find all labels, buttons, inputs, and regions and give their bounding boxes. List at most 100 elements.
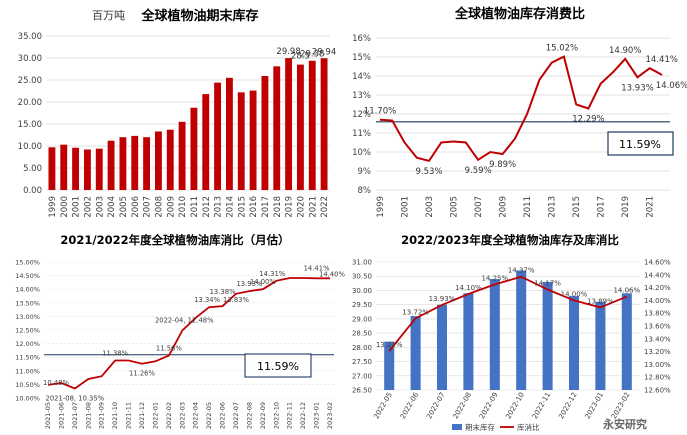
chart1-bar — [95, 148, 103, 190]
chart3-x-tick-label: 2022-10 — [272, 402, 280, 429]
chart2-x-tick-label: 2021 — [646, 196, 656, 218]
chart3-data-label: 11.26% — [129, 370, 155, 378]
chart2-x-tick-label: 2013 — [548, 196, 558, 218]
chart3-data-label: 13.83% — [223, 296, 249, 304]
unit-label: 百万吨 — [92, 9, 125, 22]
chart4-bar — [463, 293, 474, 390]
chart1-x-tick-label: 1999 — [48, 196, 58, 218]
chart2-y-tick-label: 10% — [352, 148, 371, 158]
chart1-x-tick-label: 2010 — [178, 196, 188, 218]
chart3-x-tick-label: 2022-02 — [165, 402, 173, 429]
chart2-data-label: 9.53% — [416, 167, 443, 177]
chart1-x-tick-label: 2022 — [320, 196, 330, 218]
chart4-y2-tick-label: 12.80% — [644, 374, 671, 382]
chart1-bar — [83, 149, 91, 190]
chart1-y-tick-label: 15.00 — [18, 120, 42, 130]
chart4-y2-tick-label: 13.40% — [644, 335, 671, 343]
chart3-data-label: 13.93% — [236, 280, 262, 288]
chart4-y2-tick-label: 14.00% — [644, 297, 671, 305]
chart3-x-tick-label: 2022-11 — [286, 402, 294, 429]
chart1-x-tick-label: 2009 — [166, 196, 176, 218]
chart4-x-tick-label: 2022-08 — [452, 391, 474, 420]
chart2-data-label: 11.70% — [364, 107, 396, 117]
chart4-y2-tick-label: 14.60% — [644, 259, 671, 267]
chart4-data-label: 13.93% — [429, 295, 456, 303]
chart2-x-tick-label: 2015 — [572, 196, 582, 218]
chart4-x-tick-label: 2022-11 — [531, 391, 553, 420]
chart2-x-tick-label: 2011 — [523, 196, 533, 218]
chart4-bar — [384, 341, 395, 390]
chart1-bar — [166, 129, 174, 190]
chart1-data-label: 29.94 — [312, 47, 336, 57]
chart3-x-tick-label: 2022-12 — [299, 402, 307, 429]
chart2-data-label: 15.02% — [546, 44, 578, 54]
chart4-y-tick-label: 31.00 — [352, 259, 372, 267]
chart4-bar — [568, 296, 580, 390]
chart3-data-label: 13.38% — [210, 288, 236, 296]
chart1-x-tick-label: 2004 — [107, 196, 117, 218]
chart1-bar — [131, 135, 139, 190]
chart3-x-tick-label: 2022-04 — [192, 402, 200, 429]
chart2-x-tick-label: 2007 — [474, 196, 484, 218]
chart2-y-tick-label: 8% — [358, 186, 372, 196]
chart3-data-label: 14.41% — [304, 264, 330, 272]
chart4-y-tick-label: 30.00 — [352, 287, 372, 295]
chart4-y2-tick-label: 13.20% — [644, 348, 671, 356]
chart4-data-label: 14.17% — [534, 280, 561, 288]
chart4-data-label: 14.37% — [508, 267, 535, 275]
chart1-bar — [178, 121, 186, 190]
chart3-data-label: 11.38% — [102, 349, 128, 357]
chart3-x-tick-label: 2023-01 — [313, 402, 321, 429]
chart1-x-tick-label: 2014 — [225, 196, 235, 218]
chart2-callout-text: 11.59% — [619, 138, 661, 151]
chart1-bar — [72, 147, 80, 190]
chart2-data-label: 9.59% — [465, 166, 492, 176]
chart1-y-tick-label: 35.00 — [18, 32, 42, 42]
chart3-callout-box — [244, 353, 312, 378]
chart4-data-label: 13.89% — [587, 297, 614, 305]
chart1-x-tick-label: 2003 — [95, 196, 105, 218]
chart4-data-label: 13.21% — [376, 341, 403, 349]
chart1-y-tick-label: 30.00 — [18, 54, 42, 64]
chart4-y2-tick-label: 13.00% — [644, 361, 671, 369]
chart3-x-tick-label: 2023-02 — [326, 402, 334, 429]
chart2-data-label: 14.41% — [646, 55, 678, 65]
chart2-y-tick-label: 11% — [352, 129, 371, 139]
chart3-data-label: 14.40% — [319, 270, 345, 278]
chart4-series-line — [388, 275, 628, 352]
chart1-bar — [273, 66, 281, 190]
chart2-x-tick-label: 2005 — [450, 196, 460, 218]
watermark-text: 永安研究 — [602, 417, 647, 431]
chart3-x-tick-label: 2021-07 — [71, 402, 79, 429]
chart2-y-tick-label: 15% — [352, 53, 371, 63]
chart1-y-tick-label: 10.00 — [18, 142, 42, 152]
chart2-y-tick-label: 12% — [352, 110, 371, 120]
chart1-bar — [320, 58, 328, 190]
chart4-x-tick-label: 2022-10 — [504, 391, 526, 420]
chart1-bar — [143, 137, 151, 190]
chart4-legend-bar-swatch — [452, 424, 462, 430]
chart4-data-label: 14.00% — [561, 290, 588, 298]
chart1-x-tick-label: 2007 — [143, 196, 153, 218]
chart4-y2-tick-label: 14.40% — [644, 271, 671, 279]
chart4-y-tick-label: 26.50 — [352, 387, 372, 395]
chart1-bar — [296, 64, 304, 190]
chart2-x-tick-label: 2003 — [425, 196, 435, 218]
chart2-data-label: 14.90% — [609, 46, 641, 56]
chart1-x-tick-label: 2005 — [119, 196, 129, 218]
chart4-bar — [542, 281, 553, 390]
chart3-x-tick-label: 2022-01 — [151, 402, 159, 429]
chart4-bar — [621, 293, 632, 390]
chart1-bar — [48, 147, 56, 190]
chart4-y-tick-label: 30.50 — [352, 273, 372, 281]
chart1-y-tick-label: 5.00 — [23, 164, 42, 174]
chart1-bar — [119, 137, 127, 190]
chart3-y-tick-label: 15.00% — [15, 259, 40, 267]
chart3-y-tick-label: 11.00% — [15, 367, 40, 375]
chart2-x-tick-label: 2009 — [499, 196, 509, 218]
chart3-y-tick-label: 13.00% — [15, 313, 40, 321]
chart1-x-tick-label: 2011 — [190, 196, 200, 218]
chart3-x-tick-label: 2021-08 — [84, 402, 92, 429]
chart3-data-label: 14.31% — [259, 270, 285, 278]
